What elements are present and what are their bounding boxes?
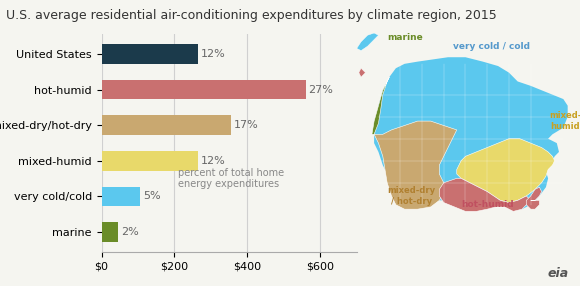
Polygon shape — [440, 178, 531, 211]
Text: very cold / cold: very cold / cold — [453, 42, 530, 51]
Text: percent of total home
energy expenditures: percent of total home energy expenditure… — [178, 168, 284, 189]
Polygon shape — [527, 187, 542, 209]
Text: mixed-dry
/ hot-dry: mixed-dry / hot-dry — [387, 186, 435, 206]
Bar — [102, 80, 306, 100]
Text: hot-humid: hot-humid — [461, 200, 513, 209]
Polygon shape — [374, 121, 457, 209]
Polygon shape — [359, 68, 365, 77]
Polygon shape — [374, 57, 568, 209]
Bar — [102, 116, 231, 135]
Text: mixed-
humid: mixed- humid — [549, 111, 580, 131]
Text: 2%: 2% — [121, 227, 139, 237]
Bar — [102, 151, 198, 170]
Polygon shape — [457, 139, 554, 202]
Bar — [102, 44, 198, 64]
Text: 5%: 5% — [143, 191, 160, 201]
Text: marine: marine — [387, 33, 423, 42]
Text: 27%: 27% — [309, 85, 333, 95]
Text: 12%: 12% — [201, 49, 226, 59]
Text: eia: eia — [548, 267, 568, 280]
Polygon shape — [357, 33, 378, 51]
Bar — [102, 186, 140, 206]
Text: 17%: 17% — [234, 120, 259, 130]
Polygon shape — [372, 77, 389, 134]
Bar — [102, 222, 118, 242]
Text: 12%: 12% — [201, 156, 226, 166]
Text: U.S. average residential air-conditioning expenditures by climate region, 2015: U.S. average residential air-conditionin… — [6, 9, 496, 21]
